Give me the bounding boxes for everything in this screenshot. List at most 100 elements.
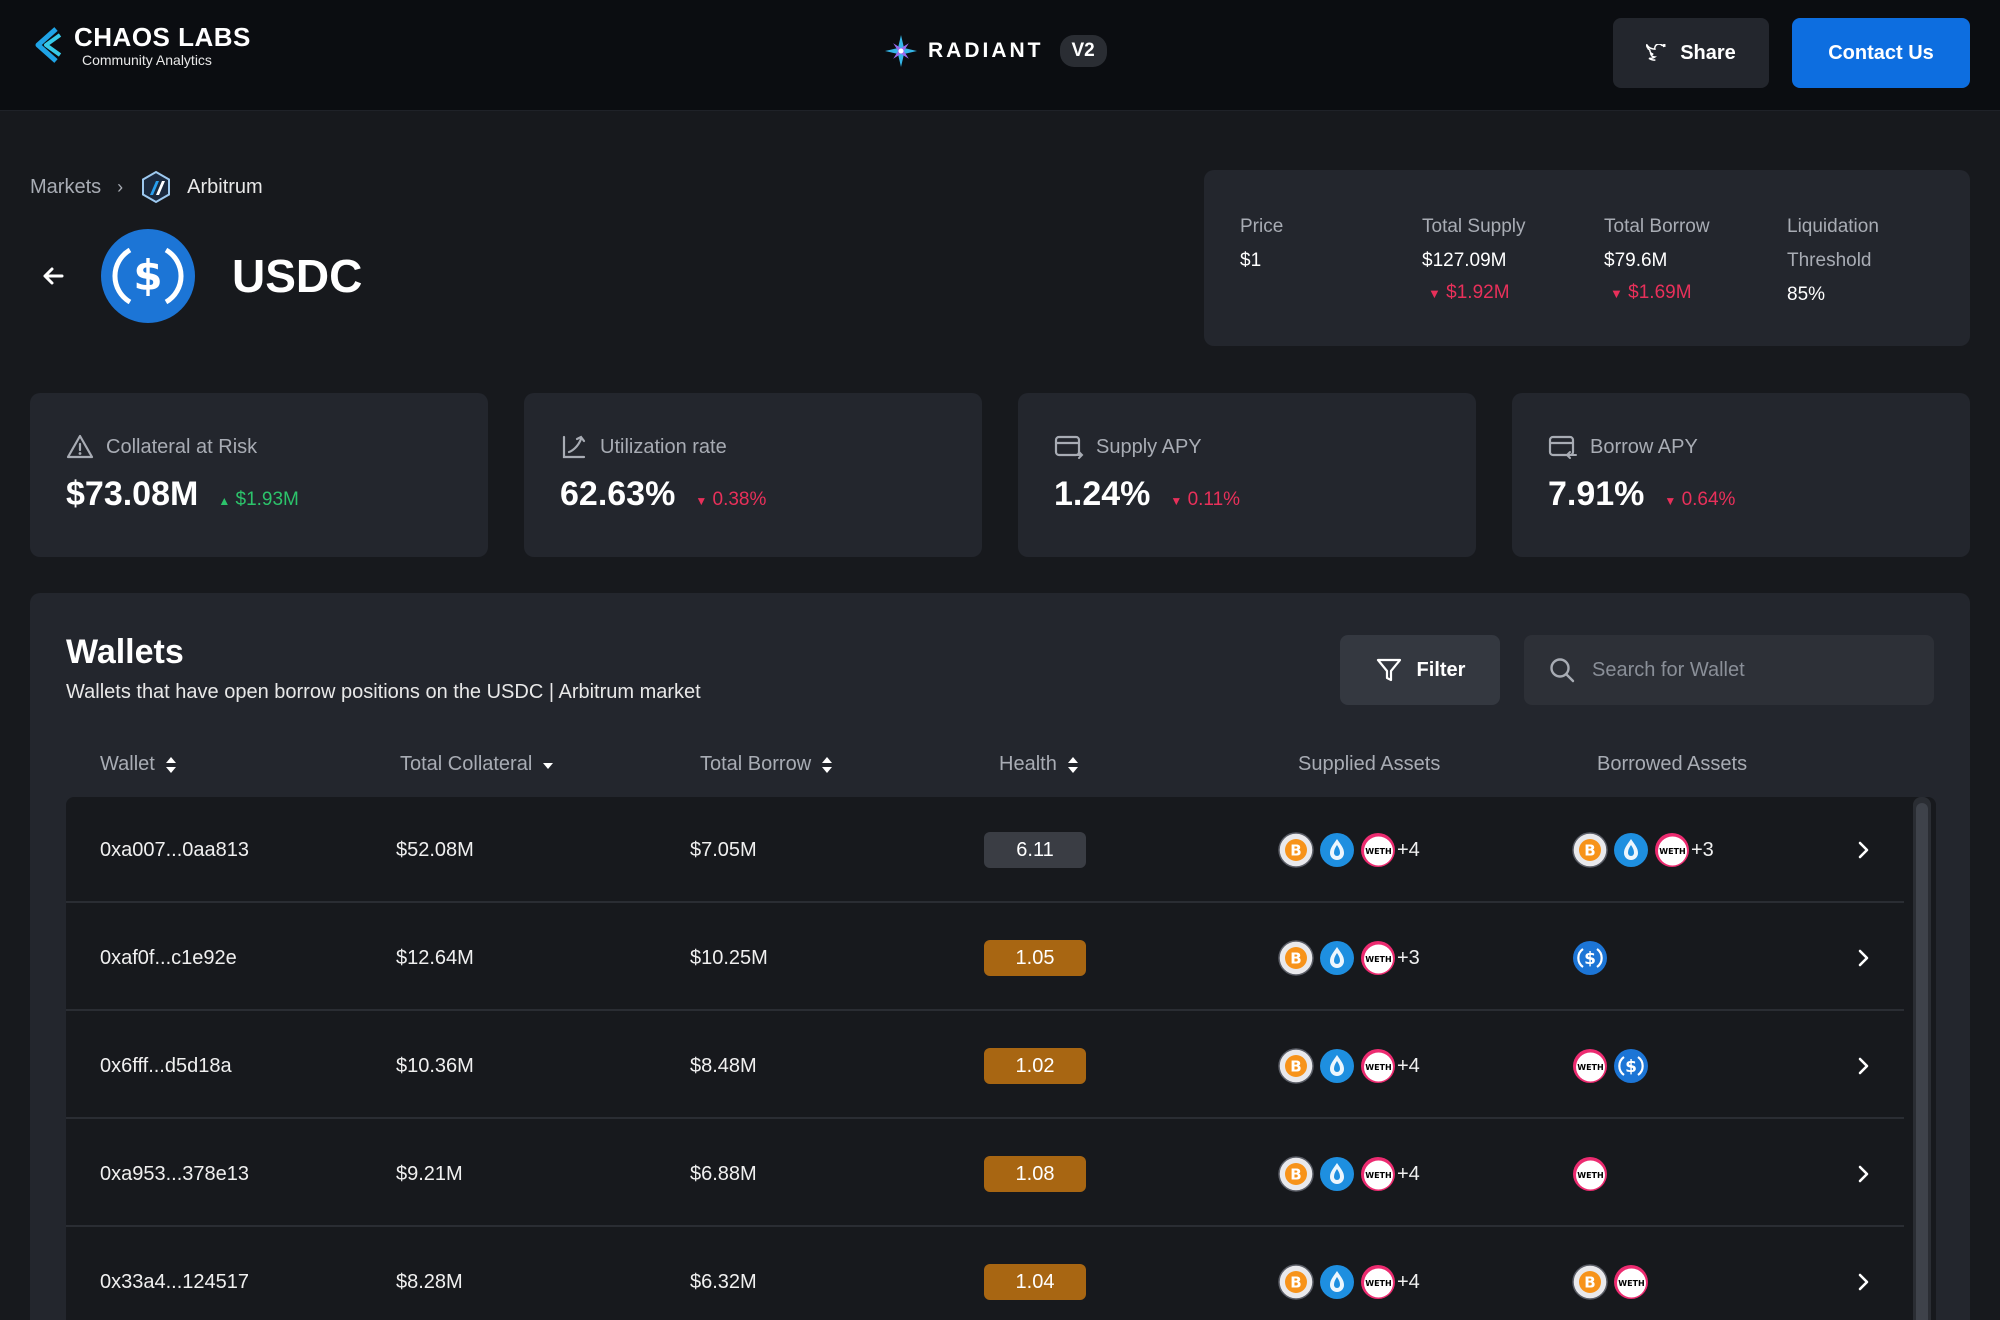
- caret-down-icon: ▼: [1664, 494, 1677, 508]
- total-supply-delta: ▼ $1.92M: [1428, 282, 1510, 303]
- warning-icon: [66, 434, 94, 459]
- total-borrow-value: $6.88M: [690, 1162, 757, 1185]
- weth-icon: WETH: [1614, 1265, 1648, 1299]
- wbtc-icon: B: [1278, 1156, 1314, 1192]
- column-header-health[interactable]: Health: [999, 753, 1079, 776]
- health-badge: 1.05: [984, 940, 1086, 976]
- filter-icon: [1376, 658, 1401, 682]
- svg-text:$: $: [133, 251, 162, 300]
- svg-text:WETH: WETH: [1365, 1171, 1391, 1180]
- wallet-address: 0xa007...0aa813: [100, 838, 250, 861]
- logo-subtitle: Community Analytics: [82, 52, 212, 68]
- kpi-utilization-rate: Utilization rate 62.63% ▼ 0.38%: [524, 393, 982, 557]
- caret-down-icon: ▼: [1170, 494, 1183, 508]
- kpi-value: 7.91%: [1548, 475, 1645, 513]
- total-borrow-value: $79.6M: [1604, 250, 1668, 271]
- kpi-label: Collateral at Risk: [106, 435, 258, 458]
- total-supply-value: $127.09M: [1422, 250, 1507, 271]
- sort-icon: [1067, 756, 1078, 773]
- total-collateral-value: $8.28M: [396, 1270, 463, 1293]
- svg-text:B: B: [1584, 842, 1595, 860]
- protocol-name: RADIANT: [928, 39, 1044, 62]
- wallets-table: 0x33a4...124517 $8.28M $6.32M 1.04 B WETH +4 B W…: [66, 797, 1936, 1320]
- row-chevron[interactable]: [1856, 905, 1870, 1011]
- kpi-value: $73.08M: [66, 475, 199, 513]
- kpi-label: Supply APY: [1096, 435, 1202, 458]
- protocol-brand: RADIANT V2: [884, 34, 1107, 68]
- borrowed-assets: WETH: [1572, 1121, 1613, 1227]
- filter-button[interactable]: Filter: [1340, 635, 1500, 705]
- health-badge: 1.04: [984, 1264, 1086, 1300]
- row-chevron[interactable]: [1856, 797, 1870, 903]
- svg-text:WETH: WETH: [1365, 1279, 1391, 1288]
- column-header-total-borrow[interactable]: Total Borrow: [700, 753, 833, 776]
- sort-icon: [822, 756, 833, 773]
- table-row[interactable]: 0xa953...378e13 $9.21M $6.88M 1.08 B WETH +4 WE…: [66, 1121, 1904, 1227]
- rdnt-icon: [1320, 1049, 1354, 1083]
- row-chevron[interactable]: [1856, 1121, 1870, 1227]
- total-collateral-value: $52.08M: [396, 838, 474, 861]
- breadcrumb-network[interactable]: Arbitrum: [187, 175, 263, 198]
- liquidation-label-line1: Liquidation: [1787, 216, 1879, 237]
- kpi-supply-apy: Supply APY 1.24% ▼ 0.11%: [1018, 393, 1476, 557]
- kpi-value: 1.24%: [1054, 475, 1151, 513]
- protocol-version-badge: V2: [1059, 35, 1107, 67]
- search-input[interactable]: [1592, 658, 1922, 682]
- weth-icon: WETH: [1573, 1049, 1607, 1083]
- radiant-star-icon: [885, 35, 917, 67]
- svg-text:$: $: [1584, 949, 1596, 969]
- weth-icon: WETH: [1361, 941, 1395, 975]
- usdc-icon: $: [1573, 941, 1607, 975]
- wbtc-icon: B: [1278, 1048, 1314, 1084]
- contact-us-button[interactable]: Contact Us: [1792, 18, 1970, 88]
- column-header-wallet[interactable]: Wallet: [100, 753, 177, 776]
- svg-text:B: B: [1290, 842, 1301, 860]
- kpi-borrow-apy: Borrow APY 7.91% ▼ 0.64%: [1512, 393, 1970, 557]
- svg-text:WETH: WETH: [1618, 1279, 1644, 1288]
- column-header-total-collateral[interactable]: Total Collateral: [400, 753, 554, 776]
- total-borrow-value: $6.32M: [690, 1270, 757, 1293]
- filter-label: Filter: [1416, 658, 1466, 681]
- health-cell: 1.05: [984, 905, 1086, 1011]
- price-stat: Price $1: [1240, 210, 1283, 278]
- table-row[interactable]: 0x33a4...124517 $8.28M $6.32M 1.04 B WETH +4 B W…: [66, 1229, 1904, 1320]
- svg-text:B: B: [1584, 1274, 1595, 1292]
- back-arrow-icon[interactable]: [40, 263, 66, 289]
- sort-icon: [165, 756, 176, 773]
- svg-text:WETH: WETH: [1577, 1171, 1603, 1180]
- supplied-assets-more: +4: [1397, 1054, 1420, 1077]
- total-collateral-value: $9.21M: [396, 1162, 463, 1185]
- row-chevron[interactable]: [1856, 1229, 1870, 1320]
- kpi-delta: ▲ $1.93M: [218, 489, 299, 510]
- chaos-labs-logo[interactable]: CHAOS LABS Community Analytics: [30, 22, 251, 68]
- svg-text:$: $: [1625, 1057, 1637, 1077]
- chaos-labs-logo-icon: [35, 27, 62, 63]
- row-chevron[interactable]: [1856, 1013, 1870, 1119]
- breadcrumb-markets-link[interactable]: Markets: [30, 175, 102, 198]
- share-label: Share: [1680, 41, 1736, 64]
- chevron-right-icon: [1858, 1273, 1869, 1291]
- wallet-search[interactable]: [1524, 635, 1934, 705]
- weth-icon: WETH: [1361, 833, 1395, 867]
- column-header-borrowed-assets: Borrowed Assets: [1597, 753, 1748, 775]
- column-header-supplied-assets: Supplied Assets: [1298, 753, 1441, 775]
- twitter-icon: [1646, 44, 1667, 61]
- table-row[interactable]: 0x6fff...d5d18a $10.36M $8.48M 1.02 B WETH +4 W…: [66, 1013, 1904, 1119]
- usdc-icon: $: [1614, 1049, 1648, 1083]
- table-row[interactable]: 0xa007...0aa813 $52.08M $7.05M 6.11 B WETH +4 B…: [66, 797, 1904, 903]
- share-button[interactable]: Share: [1613, 18, 1769, 88]
- supplied-assets: B WETH +4: [1278, 1013, 1420, 1119]
- rdnt-icon: [1320, 833, 1354, 867]
- svg-text:WETH: WETH: [1659, 847, 1685, 856]
- wbtc-icon: B: [1572, 1264, 1608, 1300]
- logo-title: CHAOS LABS: [74, 22, 251, 52]
- scrollbar-thumb[interactable]: [1916, 803, 1928, 1320]
- supplied-assets: B WETH +4: [1278, 1229, 1420, 1320]
- kpi-collateral-at-risk: Collateral at Risk $73.08M ▲ $1.93M: [30, 393, 488, 557]
- weth-icon: WETH: [1655, 833, 1689, 867]
- wallets-title: Wallets: [66, 633, 184, 671]
- supplied-assets: B WETH +4: [1278, 797, 1420, 903]
- borrowed-assets: B WETH +3: [1572, 797, 1714, 903]
- table-row[interactable]: 0xaf0f...c1e92e $12.64M $10.25M 1.05 B WETH +3…: [66, 905, 1904, 1011]
- wbtc-icon: B: [1278, 940, 1314, 976]
